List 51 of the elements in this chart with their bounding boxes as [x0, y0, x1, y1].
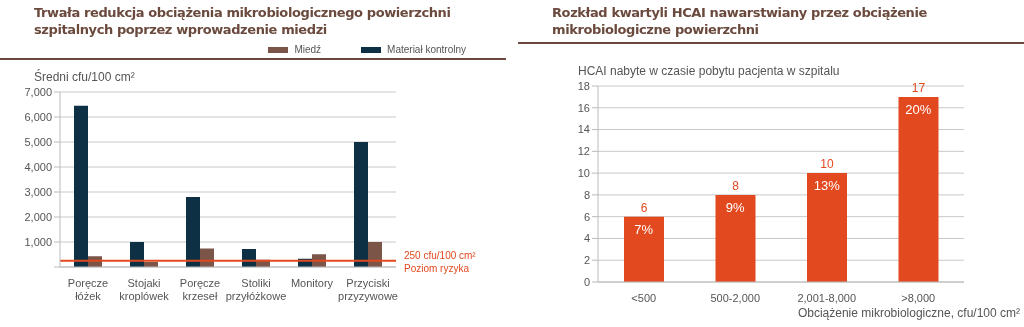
y-tick-label: 2,000 [24, 210, 52, 223]
y-tick-label: 5,000 [24, 135, 52, 148]
y-tick-label: 4,000 [24, 160, 52, 173]
y-tick-label: 1,000 [24, 235, 52, 248]
ref-line-label: 250 cfu/100 cm² [404, 249, 477, 261]
x-tick-label: 2,001-8,000 [797, 292, 857, 304]
y-tick-label: 6,000 [24, 110, 52, 123]
y-tick-label: 2 [583, 254, 590, 267]
x-axis-title: Obciążenie mikrobiologiczne, cfu/100 cm² [796, 306, 1021, 320]
y-tick-label: 8 [583, 188, 590, 201]
x-tick-label: 500-2,000 [710, 292, 761, 304]
x-tick-label: <500 [631, 292, 657, 304]
y-tick-label: 6 [583, 210, 590, 223]
annotation: 7% [634, 221, 654, 237]
x-tick-label: >8,000 [901, 292, 936, 304]
x-tick-label: Stojaki kroplówek [119, 277, 170, 302]
y-tick-label: 4 [583, 232, 590, 245]
text: Poziom ryzyka [404, 262, 470, 274]
data-label: 17 [911, 80, 926, 95]
bar [624, 216, 664, 282]
x-tick-label: Poręcze łóżek [67, 277, 109, 302]
bar [354, 142, 368, 267]
y-axis-title: HCAI nabyte w czasie pobytu pacjenta w szpitalu [577, 63, 841, 78]
annotation: 20% [905, 102, 932, 118]
y-tick-label: 14 [577, 123, 590, 136]
y-tick-label: 10 [577, 167, 590, 180]
y-axis-title: Średni cfu/100 cm² [33, 68, 136, 84]
x-tick-label: Monitory [290, 277, 334, 289]
x-tick-label: Przyciski przyzywowe [338, 277, 398, 302]
data-label: 8 [732, 178, 740, 193]
annotation: 9% [725, 200, 746, 216]
legend-label: Miedź [293, 44, 322, 55]
y-tick-label: 16 [577, 101, 590, 114]
y-tick-label: 0 [583, 275, 590, 288]
y-tick-label: 3,000 [24, 185, 52, 198]
legend-label: Materiał kontrolny [386, 44, 466, 55]
x-tick-label: Poręcze krzeseł [179, 277, 221, 302]
y-tick-label: 7,000 [24, 85, 52, 98]
annotation: 13% [813, 178, 841, 194]
data-label: 10 [820, 157, 834, 172]
bar [898, 96, 939, 282]
bar [807, 173, 847, 282]
data-label: 6 [640, 200, 648, 215]
y-tick-label: 12 [577, 145, 590, 158]
y-tick-label: 18 [577, 79, 590, 92]
x-tick-label: Stoliki przyłóżkowe [225, 277, 287, 302]
bar [715, 194, 756, 282]
bar [186, 197, 200, 267]
bar [74, 105, 88, 267]
chart-title: Rozkład kwartyli HCAI nawarstwiany przez obciążenie mikrobiologiczne powierzchni [518, 0, 1024, 44]
chart-title: Trwała redukcja obciążenia mikrobiologicznego powierzchni szpitalnych poprzez wprowadzenie miedzi [33, 4, 452, 39]
